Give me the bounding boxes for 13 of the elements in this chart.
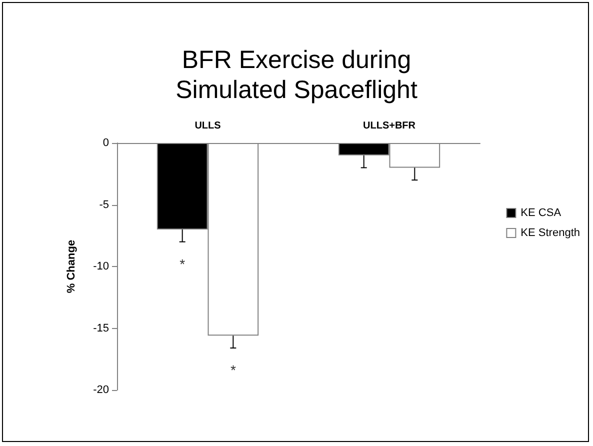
x-tick-label: ULLS: [194, 120, 222, 132]
y-tick-label: -10: [93, 260, 109, 272]
legend-label: KE Strength: [520, 227, 580, 239]
y-tick-label: 0: [102, 137, 109, 149]
x-tick-label: ULLS+BFR: [363, 120, 416, 132]
annotation: *: [180, 256, 186, 272]
annotation: *: [230, 362, 236, 378]
y-tick-label: -20: [93, 384, 109, 396]
chart-title: BFR Exercise during Simulated Spaceflight: [176, 46, 418, 104]
legend-label: KE CSA: [520, 207, 562, 219]
y-axis-title: % Change: [66, 240, 78, 294]
y-tick-label: -15: [93, 322, 109, 334]
y-tick-label: -5: [99, 198, 109, 211]
